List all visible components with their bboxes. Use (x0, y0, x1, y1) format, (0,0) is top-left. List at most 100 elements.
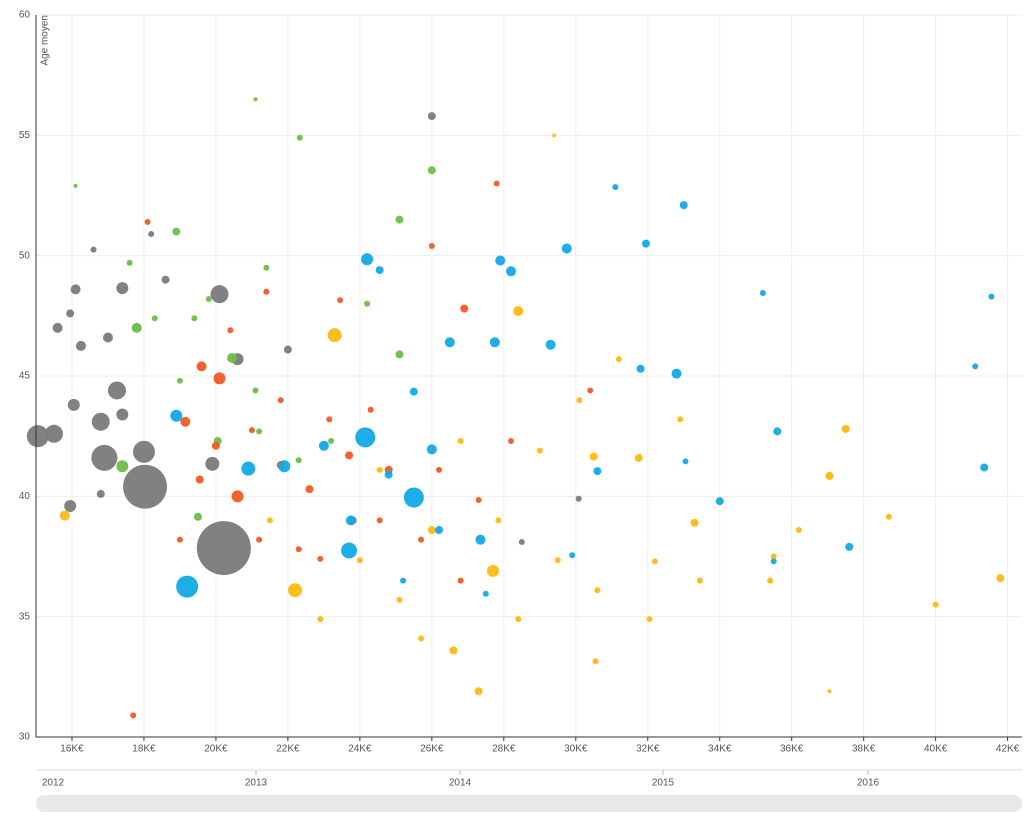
bubble (328, 437, 335, 444)
timeline-label: 2013 (245, 778, 268, 789)
bubble (144, 218, 151, 225)
bubble (518, 539, 525, 546)
bubble (317, 555, 324, 562)
bubble (427, 112, 436, 121)
bubble (972, 363, 979, 370)
bubble (592, 658, 599, 665)
bubble (770, 558, 777, 565)
bubble (646, 616, 653, 623)
bubble (263, 264, 270, 271)
bubble (277, 397, 284, 404)
bubble (195, 475, 204, 484)
timeline-label: 2014 (449, 778, 472, 789)
bubble (436, 466, 443, 473)
bubble (988, 293, 995, 300)
y-tick-label: 40 (19, 491, 31, 502)
bubble (253, 97, 258, 102)
bubble (475, 496, 482, 503)
bubble (130, 712, 137, 719)
bubble (151, 315, 158, 322)
bubble (132, 440, 155, 463)
bubble (375, 266, 384, 275)
bubble (126, 259, 133, 266)
bubble (196, 361, 207, 372)
bubble (885, 513, 892, 520)
bubble (460, 304, 469, 313)
bubble (400, 577, 407, 584)
x-tick-label: 18K€ (132, 744, 156, 755)
bubble (176, 575, 199, 598)
bubble (205, 295, 212, 302)
bubble (227, 352, 238, 363)
bubble (409, 387, 418, 396)
x-tick-label: 24K€ (348, 744, 372, 755)
bubble (561, 243, 572, 254)
bubble (545, 339, 556, 350)
bubble (131, 322, 142, 333)
bubble (241, 461, 256, 476)
bubble (180, 416, 191, 427)
bubble (196, 521, 251, 576)
bubble (326, 416, 333, 423)
bubble (367, 406, 374, 413)
bubble (66, 309, 75, 318)
bubble (283, 345, 292, 354)
bubble (428, 243, 435, 250)
bubble (116, 408, 129, 421)
bubble (75, 340, 86, 351)
bubble (90, 246, 97, 253)
y-tick-label: 35 (19, 611, 31, 622)
bubble (508, 437, 515, 444)
bubble (327, 328, 342, 343)
bubble (26, 425, 49, 448)
y-tick-label: 55 (19, 130, 31, 141)
bubble (589, 452, 598, 461)
bubble (176, 377, 183, 384)
bubble (457, 577, 464, 584)
bubble (252, 387, 259, 394)
bubble (107, 381, 126, 400)
bubble (395, 215, 404, 224)
bubble (575, 495, 582, 502)
bubble (845, 542, 854, 551)
bubble (256, 428, 263, 435)
bubble (482, 590, 489, 597)
bubble (211, 441, 220, 450)
bubble (932, 601, 939, 608)
bubble (345, 515, 356, 526)
y-axis-label: Age moyen (40, 15, 51, 66)
bubble (767, 577, 774, 584)
bubble (682, 458, 689, 465)
bubble (384, 470, 393, 479)
bubble (227, 327, 234, 334)
bubble (487, 564, 500, 577)
bubble (449, 646, 458, 655)
bubble (576, 397, 583, 404)
bubble (773, 427, 782, 436)
bubble (295, 457, 302, 464)
x-tick-label: 20K€ (204, 744, 228, 755)
bubble (67, 398, 80, 411)
timeline-label: 2015 (652, 778, 675, 789)
bubble (770, 553, 777, 560)
bubble (210, 285, 229, 304)
bubble (395, 350, 404, 359)
bubble (305, 485, 314, 494)
bubble (554, 557, 561, 564)
bubble (73, 183, 78, 188)
bubble (231, 490, 244, 503)
scrollbar[interactable] (36, 795, 1022, 812)
bubble (593, 467, 602, 476)
bubble (64, 499, 77, 512)
bubble (318, 440, 329, 451)
timeline-label: 2016 (857, 778, 880, 789)
bubble (176, 536, 183, 543)
bubble (345, 451, 354, 460)
bubble (759, 289, 766, 296)
bubble (493, 180, 500, 187)
bubble (341, 542, 358, 559)
bubble (513, 306, 524, 317)
bubble (263, 288, 270, 295)
timeline-label: 2012 (42, 778, 65, 789)
bubble (296, 134, 303, 141)
